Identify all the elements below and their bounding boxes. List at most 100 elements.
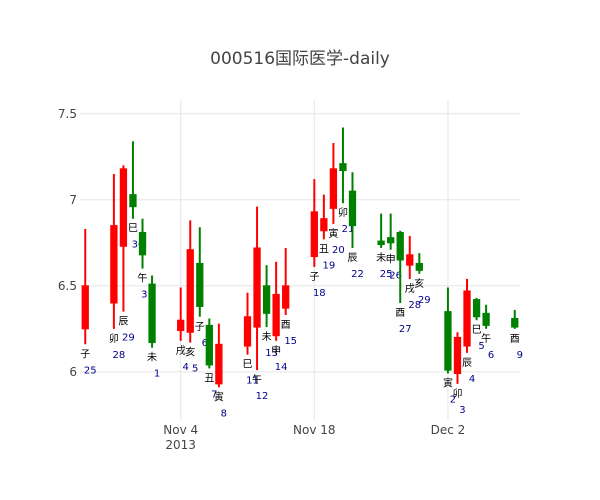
candle-day-label: 11: [246, 376, 259, 387]
candle-body: [339, 163, 347, 172]
candle-body: [119, 168, 128, 247]
candle-branch-label: 酉: [510, 334, 520, 345]
candle-day-label: 21: [342, 224, 355, 235]
y-tick-label: 7.5: [58, 107, 77, 121]
candle-body: [243, 316, 252, 347]
candle-day-label: 19: [322, 260, 335, 271]
x-tick-sublabel: 2013: [165, 438, 196, 452]
candle-day-label: 18: [313, 288, 326, 299]
candle-body: [377, 240, 385, 246]
candle-branch-label: 巳: [128, 223, 138, 235]
candle-branch-label: 申: [386, 253, 396, 266]
candle-body: [205, 324, 213, 366]
candle-branch-label: 丑: [204, 373, 214, 384]
candle-body: [177, 319, 185, 332]
candle-day-label: 22: [351, 269, 364, 280]
candle-day-label: 30: [132, 240, 145, 251]
candle-body: [253, 247, 261, 328]
candle-day-label: 31: [141, 290, 154, 301]
candle-day-label: 5: [478, 341, 484, 352]
candle-branch-label: 辰: [118, 316, 128, 328]
candle-body: [186, 249, 194, 333]
candle-branch-label: 午: [252, 373, 262, 386]
candle-body: [81, 285, 89, 330]
candle-day-label: 5: [192, 364, 198, 375]
candle-day-label: 1: [154, 369, 160, 380]
candle-body: [196, 262, 204, 307]
candle-day-label: 7: [211, 389, 217, 400]
candle-branch-label: 丑: [319, 244, 329, 255]
candle-branch-label: 卯: [109, 333, 119, 345]
candle-branch-label: 子: [309, 271, 319, 283]
candle-day-label: 15: [284, 336, 297, 347]
candle-branch-label: 未: [262, 331, 272, 343]
candle-day-label: 2: [450, 395, 456, 406]
candle-day-label: 20: [332, 245, 345, 256]
candle-day-label: 29: [418, 295, 431, 306]
candle-body: [272, 293, 280, 337]
candle-branch-label: 申: [271, 344, 281, 357]
candle-branch-label: 寅: [443, 377, 453, 390]
x-tick-label: Dec 2: [431, 423, 466, 437]
candle-body: [110, 225, 118, 304]
candle-branch-label: 辰: [347, 252, 357, 264]
candle-branch-label: 巳: [472, 324, 482, 336]
candle-branch-label: 寅: [214, 390, 224, 403]
candle-day-label: 27: [399, 324, 412, 335]
candle-body: [310, 211, 318, 258]
candle-body: [282, 285, 290, 309]
candle-body: [129, 194, 137, 208]
candle-day-label: 25: [84, 365, 97, 376]
candle-branch-label: 酉: [395, 308, 405, 319]
candle-branch-label: 未: [376, 252, 386, 264]
candle-day-label: 28: [408, 300, 421, 311]
candle-body: [511, 317, 519, 328]
candle-body: [453, 336, 462, 375]
candle-day-label: 25: [380, 269, 393, 280]
candle-day-label: 9: [517, 350, 523, 361]
candle-day-label: 14: [275, 362, 288, 373]
candle-branch-label: 戌: [176, 344, 186, 357]
candle-body: [329, 168, 338, 209]
candle-branch-label: 午: [481, 332, 491, 345]
candle-branch-label: 午: [138, 272, 148, 285]
candle-day-label: 29: [122, 333, 135, 344]
x-tick-label: Nov 4: [163, 423, 198, 437]
candle-day-label: 12: [256, 391, 269, 402]
candle-body: [396, 231, 404, 261]
candle-branch-label: 卯: [452, 388, 462, 400]
candle-branch-label: 子: [195, 321, 205, 333]
candle-day-label: 4: [183, 362, 189, 373]
candle-branch-label: 卯: [338, 207, 348, 219]
candle-day-label: 3: [459, 405, 465, 416]
candle-body: [320, 218, 328, 232]
candle-body: [444, 311, 452, 371]
candle-body: [262, 285, 271, 314]
chart-title: 000516国际医学-daily: [210, 49, 390, 69]
candle-day-label: 26: [389, 271, 402, 282]
candle-branch-label: 辰: [462, 357, 472, 369]
candle-body: [463, 290, 471, 347]
candle-body: [148, 283, 156, 344]
candle-branch-label: 酉: [281, 320, 291, 331]
x-tick-label: Nov 18: [293, 423, 336, 437]
candle-day-label: 8: [221, 408, 227, 419]
y-tick-label: 6: [69, 365, 77, 379]
candle-branch-label: 未: [147, 352, 157, 364]
candle-branch-label: 戌: [405, 282, 415, 295]
candle-body: [348, 190, 357, 227]
candle-branch-label: 寅: [328, 227, 338, 240]
candle-day-label: 6: [202, 338, 208, 349]
candle-branch-label: 子: [80, 348, 90, 360]
y-tick-label: 6.5: [58, 279, 77, 293]
y-tick-label: 7: [69, 193, 77, 207]
candle-body: [415, 262, 423, 271]
candle-day-label: 28: [113, 350, 126, 361]
candle-day-label: 13: [265, 348, 278, 359]
candle-day-label: 4: [469, 374, 475, 385]
candle-body: [472, 299, 481, 318]
candle-body: [482, 312, 490, 326]
candle-body: [215, 343, 223, 385]
